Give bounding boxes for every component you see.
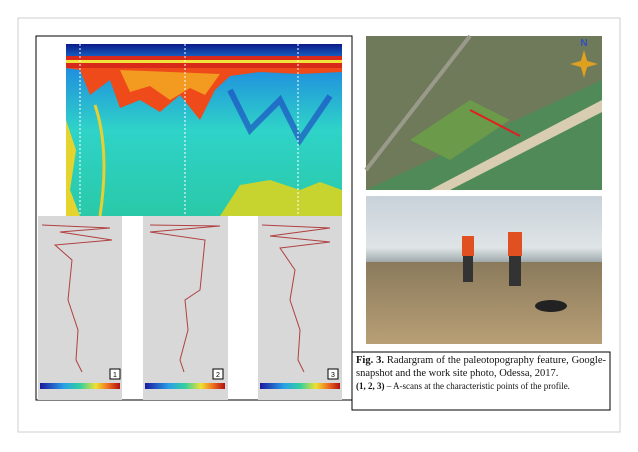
label-box xyxy=(327,368,339,380)
a-scan-label: 1 xyxy=(113,372,117,379)
caption-points-text: – A-scans at the characteristic points o… xyxy=(386,381,570,391)
a-scan-labels: 1 2 3 xyxy=(109,368,339,380)
label-box xyxy=(109,368,121,380)
caption-points: (1, 2, 3) xyxy=(356,381,385,391)
a-scan-label: 2 xyxy=(216,372,220,379)
site-photo xyxy=(366,196,602,344)
a-scan-label: 3 xyxy=(331,372,335,379)
satellite-map: N xyxy=(364,34,602,190)
label-box xyxy=(212,368,224,380)
caption-box xyxy=(351,351,611,411)
caption-text: Radargram of the paleotopography feature… xyxy=(356,355,607,379)
a-scan-1 xyxy=(38,216,122,400)
radargram xyxy=(66,44,342,217)
caption: Fig. 3. Radargram of the paleotopography… xyxy=(356,354,606,393)
caption-label: Fig. 3. xyxy=(356,355,384,366)
page-frame xyxy=(17,17,621,433)
compass: N xyxy=(580,38,587,49)
